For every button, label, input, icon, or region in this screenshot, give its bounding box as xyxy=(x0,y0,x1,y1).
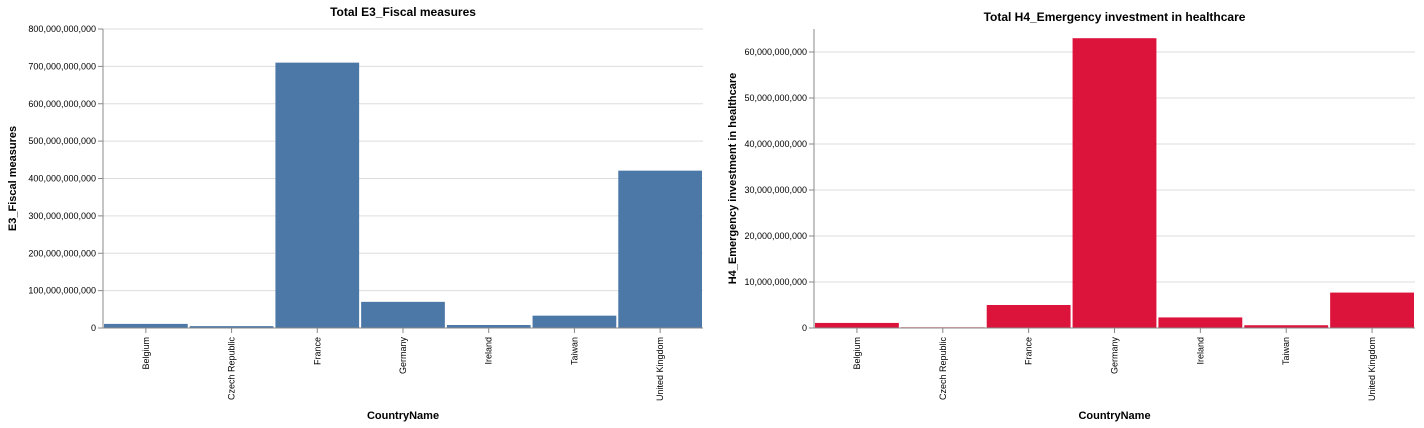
bar-belgium xyxy=(104,323,188,328)
bar-belgium xyxy=(815,322,899,328)
y-tick-label: 0 xyxy=(91,323,96,333)
y-tick-label: 40,000,000,000 xyxy=(744,139,807,149)
x-tick-label: Belgium xyxy=(141,337,151,370)
x-tick-label: France xyxy=(1024,337,1034,365)
y-tick-label: 200,000,000,000 xyxy=(28,248,96,258)
bar-germany xyxy=(1072,38,1157,328)
chart-emergency-healthcare: Total H4_Emergency investment in healthc… xyxy=(727,10,1415,422)
bar-ireland xyxy=(446,325,531,328)
y-tick-label: 0 xyxy=(802,323,807,333)
x-tick-label: Czech Republic xyxy=(938,337,948,401)
y-tick-label: 50,000,000,000 xyxy=(744,93,807,103)
bar-ireland xyxy=(1158,317,1243,328)
x-axis-title: CountryName xyxy=(367,410,439,422)
y-tick-label: 800,000,000,000 xyxy=(28,24,96,34)
x-tick-label: Germany xyxy=(1110,337,1120,375)
chart-fiscal-measures: Total E3_Fiscal measures 0 100,000,000,000… xyxy=(7,5,703,422)
x-tick-label: Ireland xyxy=(1195,337,1205,365)
chart-title: Total E3_Fiscal measures xyxy=(330,5,476,19)
bar-france xyxy=(986,305,1071,328)
x-tick-label: Ireland xyxy=(484,337,494,365)
bar-united-kingdom xyxy=(618,170,702,328)
x-tick-label: Germany xyxy=(398,337,408,375)
bar-united-kingdom xyxy=(1330,292,1414,328)
y-axis-title: H4_Emergency investment in healthcare xyxy=(727,73,739,285)
x-tick-label: France xyxy=(312,337,322,365)
y-axis-title: E3_Fiscal measures xyxy=(7,126,19,231)
y-tick-label: 20,000,000,000 xyxy=(744,231,807,241)
x-tick-label: Taiwan xyxy=(1281,337,1291,365)
x-tick-label: United Kingdom xyxy=(655,337,665,401)
y-tick-label: 400,000,000,000 xyxy=(28,174,96,184)
y-tick-label: 60,000,000,000 xyxy=(744,47,807,57)
x-tick-label: Belgium xyxy=(852,337,862,370)
y-tick-label: 600,000,000,000 xyxy=(28,99,96,109)
y-tick-label: 300,000,000,000 xyxy=(28,211,96,221)
x-tick-label: United Kingdom xyxy=(1367,337,1377,401)
x-tick-label: Taiwan xyxy=(569,337,579,365)
bar-taiwan xyxy=(532,315,617,328)
chart-title: Total H4_Emergency investment in healthc… xyxy=(984,10,1246,24)
bar-germany xyxy=(361,301,445,328)
y-tick-label: 30,000,000,000 xyxy=(744,185,807,195)
bar-france xyxy=(275,62,360,328)
y-tick-label: 10,000,000,000 xyxy=(744,277,807,287)
bar-taiwan xyxy=(1244,325,1329,328)
y-tick-label: 700,000,000,000 xyxy=(28,61,96,71)
bar-czech-republic xyxy=(189,326,274,328)
y-tick-label: 100,000,000,000 xyxy=(28,286,96,296)
y-tick-label: 500,000,000,000 xyxy=(28,136,96,146)
x-tick-label: Czech Republic xyxy=(227,337,237,401)
x-axis-title: CountryName xyxy=(1078,410,1150,422)
